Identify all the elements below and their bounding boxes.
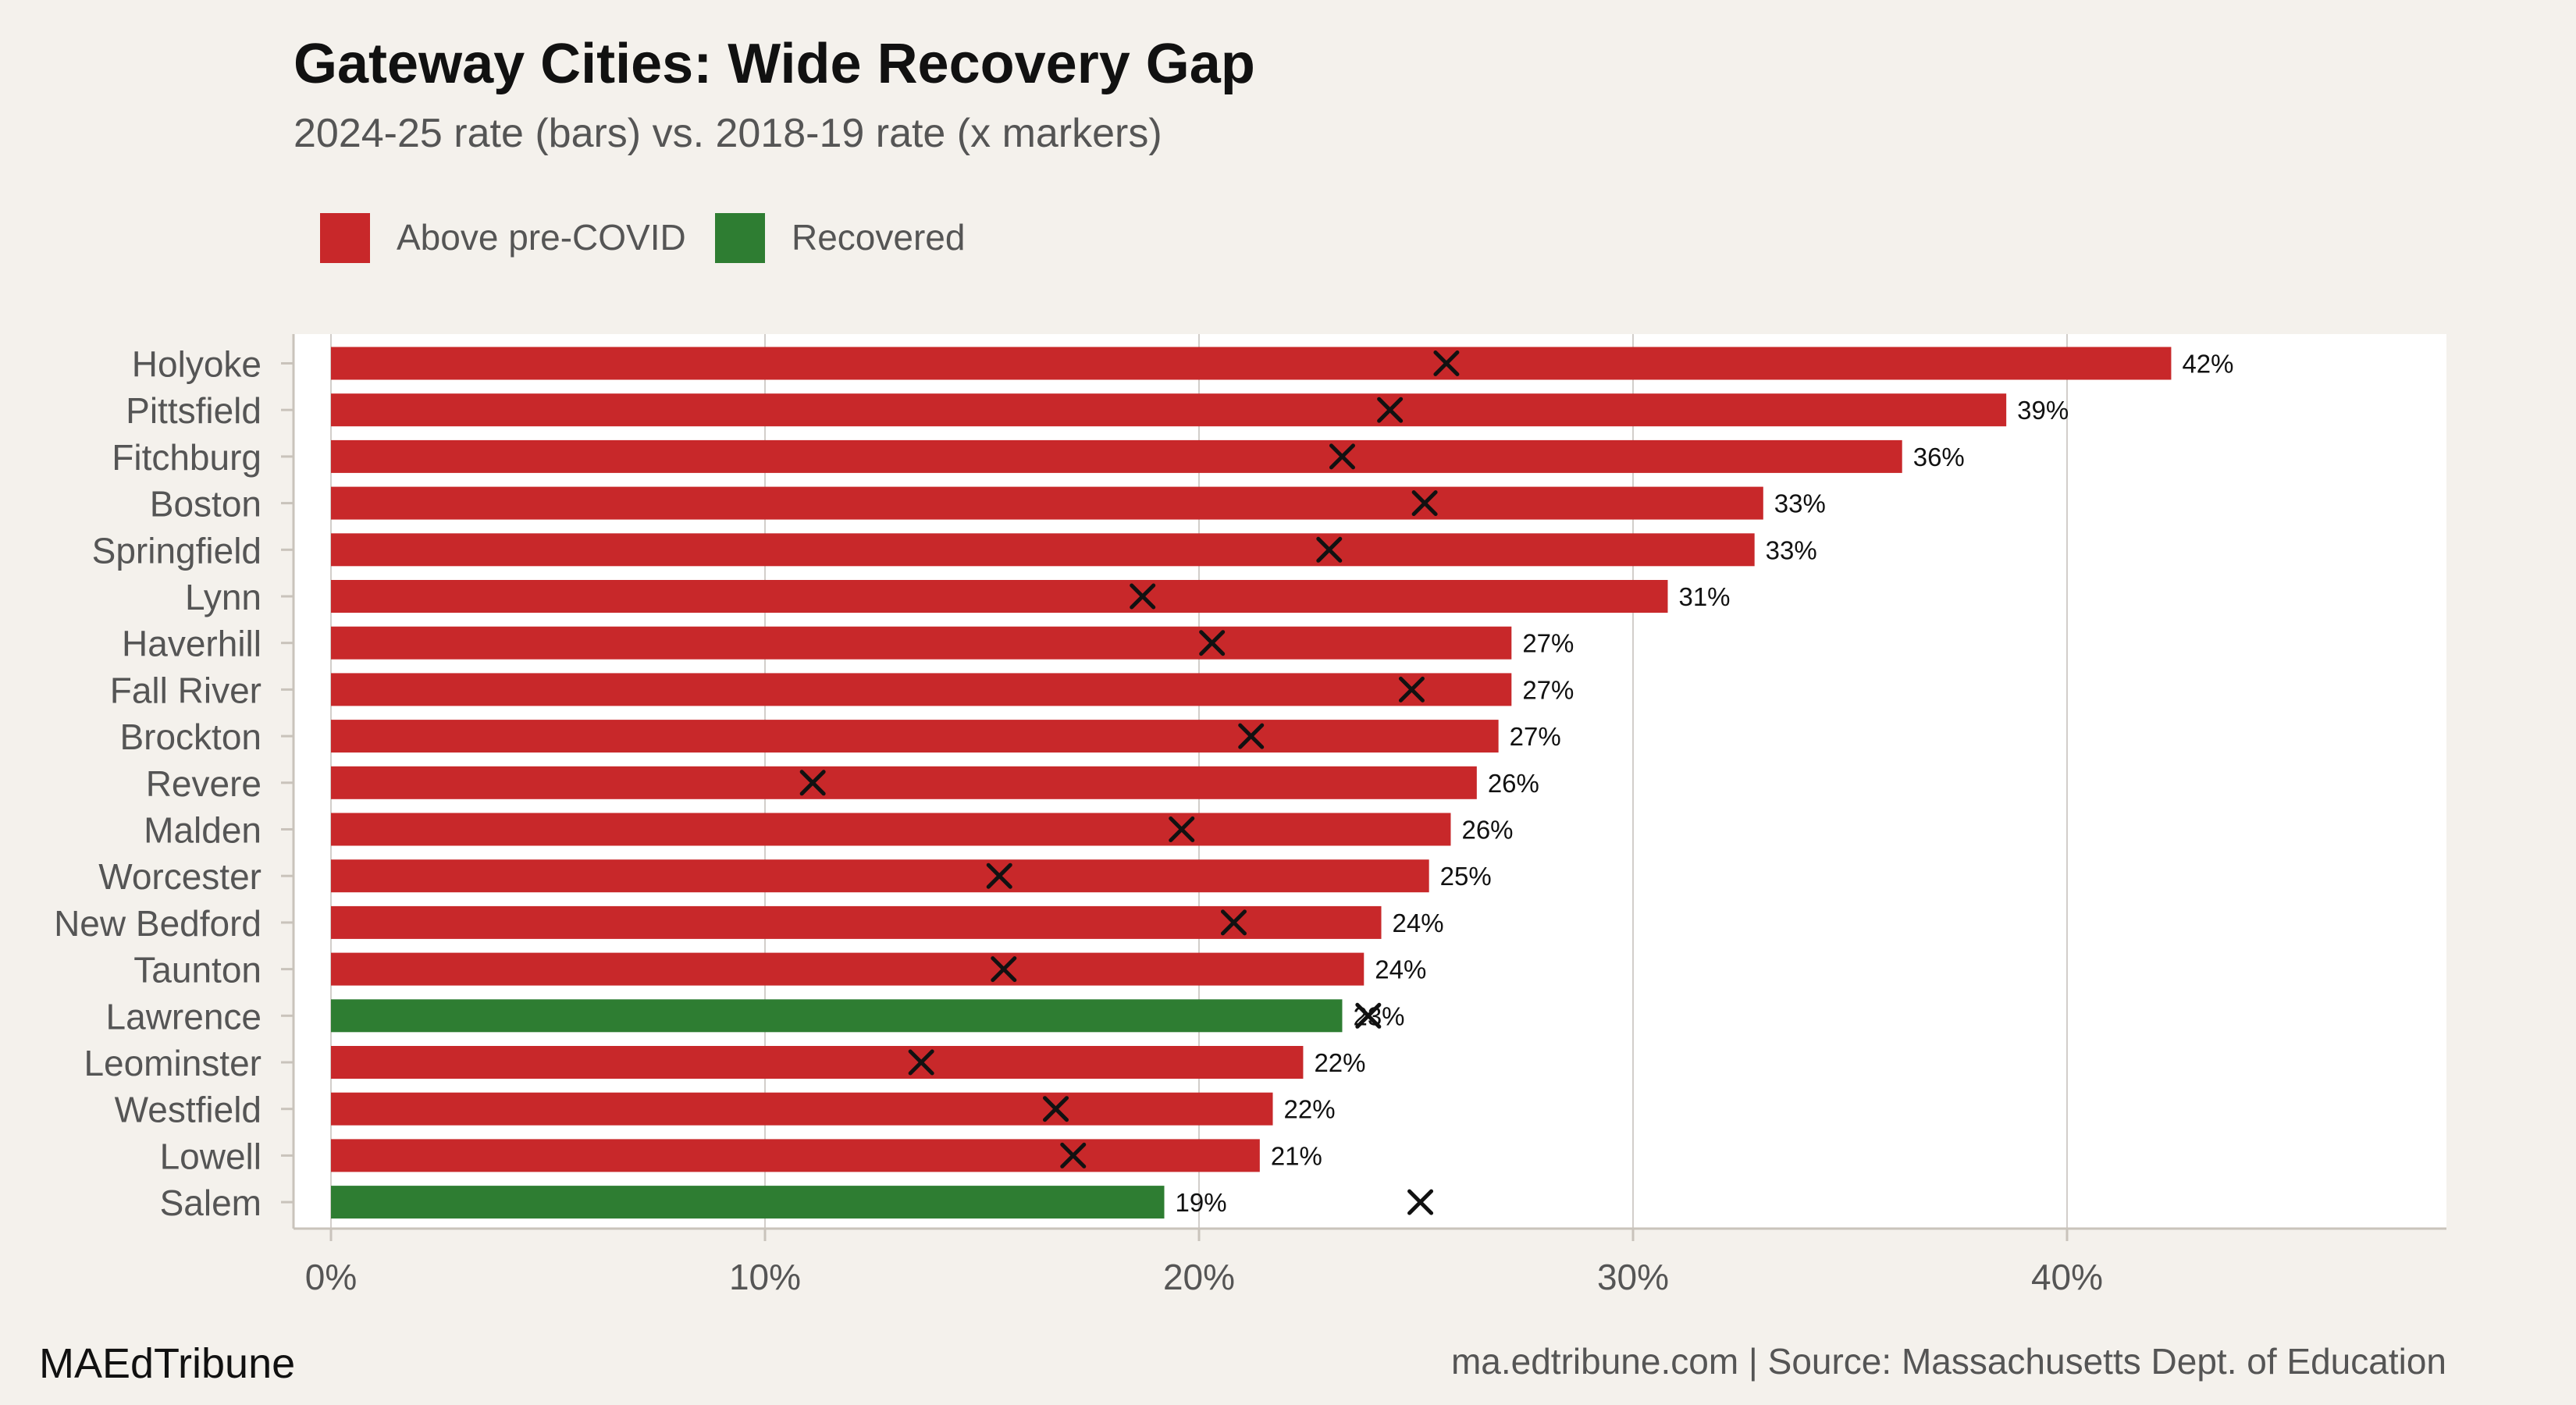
bar-value-label: 39%: [2017, 396, 2069, 425]
pre-covid-marker: [1130, 583, 1156, 610]
legend-swatch-recovered: [715, 213, 765, 263]
category-label: Lowell: [160, 1136, 262, 1176]
category-label: Westfield: [115, 1090, 262, 1130]
x-tick-label: 10%: [729, 1257, 801, 1297]
bar: [331, 347, 2172, 380]
x-tick-label: 30%: [1597, 1257, 1669, 1297]
pre-covid-marker: [1238, 723, 1265, 749]
bar-value-label: 33%: [1774, 489, 1826, 518]
source-note: ma.edtribune.com | Source: Massachusetts…: [1451, 1341, 2446, 1382]
legend: Above pre-COVID Recovered: [320, 213, 965, 263]
bar-value-label: 27%: [1522, 675, 1574, 704]
category-label: New Bedford: [54, 903, 262, 944]
bars: [331, 347, 2172, 1219]
y-tick-labels: Holyoke Pittsfield Fitchburg Boston Springfi…: [54, 344, 262, 1224]
bar-value-label: 31%: [1678, 582, 1730, 611]
value-labels: 42% 39% 36% 33% 33% 31% 27% 27% 27% 26% 26% 25% 24% 2…: [1176, 350, 2234, 1218]
bar-value-label: 21%: [1271, 1141, 1322, 1170]
category-label: Holyoke: [132, 344, 262, 385]
category-label: Revere: [146, 763, 262, 804]
bar-value-label: 26%: [1488, 769, 1539, 798]
bar: [331, 1139, 1260, 1172]
legend-label-above: Above pre-COVID: [397, 217, 686, 258]
bar-value-label: 27%: [1510, 722, 1561, 751]
category-label: Malden: [144, 810, 262, 851]
x-tick-label: 0%: [305, 1257, 357, 1297]
legend-label-recovered: Recovered: [792, 217, 965, 258]
category-label: Brockton: [119, 717, 262, 757]
pre-covid-marker: [1199, 630, 1226, 656]
bar: [331, 486, 1763, 520]
category-label: Fitchburg: [112, 437, 262, 478]
bar-value-label: 33%: [1766, 535, 1817, 564]
bar-value-label: 22%: [1284, 1095, 1336, 1124]
bar-value-label: 26%: [1461, 816, 1513, 845]
bar: [331, 626, 1512, 660]
pre-covid-marker: [1220, 909, 1247, 936]
category-label: Leominster: [84, 1043, 262, 1083]
x-tick-label: 40%: [2031, 1257, 2103, 1297]
bar-value-label: 24%: [1375, 955, 1426, 984]
bar-value-label: 42%: [2182, 350, 2233, 379]
bar: [331, 1092, 1273, 1126]
bar-value-label: 24%: [1393, 909, 1444, 937]
pre-covid-marker: [1316, 536, 1343, 563]
pre-covid-marker: [1407, 1189, 1434, 1215]
bar: [331, 439, 1902, 473]
axes: [281, 334, 2446, 1241]
category-label: Salem: [160, 1183, 262, 1223]
category-label: Boston: [150, 484, 262, 525]
pre-covid-marker: [799, 770, 826, 796]
bar: [331, 533, 1755, 567]
bar-value-label: 27%: [1522, 629, 1574, 658]
category-label: Taunton: [133, 950, 262, 991]
bar-value-label: 25%: [1440, 862, 1492, 891]
pre-covid-marker: [1355, 1002, 1382, 1029]
category-label: Springfield: [92, 530, 262, 571]
chart-title: Gateway Cities: Wide Recovery Gap: [294, 33, 1255, 95]
legend-swatch-above: [320, 213, 370, 263]
bar: [331, 720, 1499, 753]
x-tick-labels: 0% 10% 20% 30% 40%: [305, 1257, 2103, 1297]
bar-value-label: 22%: [1314, 1048, 1365, 1077]
pre-covid-marker: [1329, 443, 1355, 470]
bar: [331, 580, 1668, 613]
bar: [331, 766, 1477, 799]
bar: [331, 1046, 1304, 1079]
bar-value-label: 36%: [1913, 443, 1965, 471]
category-label: Worcester: [98, 856, 262, 897]
bar: [331, 952, 1364, 986]
pre-covid-marker: [908, 1049, 934, 1076]
pre-covid-marker: [1043, 1096, 1069, 1122]
bar: [331, 999, 1343, 1033]
bar-value-label: 19%: [1176, 1188, 1227, 1217]
bar: [331, 673, 1512, 706]
brand-label: MAEdTribune: [39, 1340, 295, 1387]
bar: [331, 905, 1382, 939]
pre-covid-marker: [1169, 816, 1195, 842]
category-label: Haverhill: [122, 624, 262, 664]
pre-covid-marker: [1411, 490, 1438, 517]
bar: [331, 393, 2007, 427]
category-label: Lynn: [185, 577, 262, 617]
pre-covid-marker: [1398, 676, 1425, 702]
pre-covid-marker: [1377, 397, 1404, 423]
bar: [331, 859, 1429, 893]
category-label: Lawrence: [106, 996, 262, 1037]
pre-covid-markers: [799, 350, 1460, 1215]
category-label: Fall River: [110, 670, 262, 710]
category-label: Pittsfield: [126, 390, 262, 431]
pre-covid-marker: [1433, 350, 1460, 376]
chart-subtitle: 2024-25 rate (bars) vs. 2018-19 rate (x …: [294, 111, 1162, 156]
pre-covid-marker: [1060, 1142, 1087, 1168]
bar: [331, 1186, 1165, 1219]
pre-covid-marker: [991, 956, 1017, 983]
bar: [331, 813, 1451, 846]
pre-covid-marker: [986, 863, 1012, 889]
x-tick-label: 20%: [1163, 1257, 1235, 1297]
